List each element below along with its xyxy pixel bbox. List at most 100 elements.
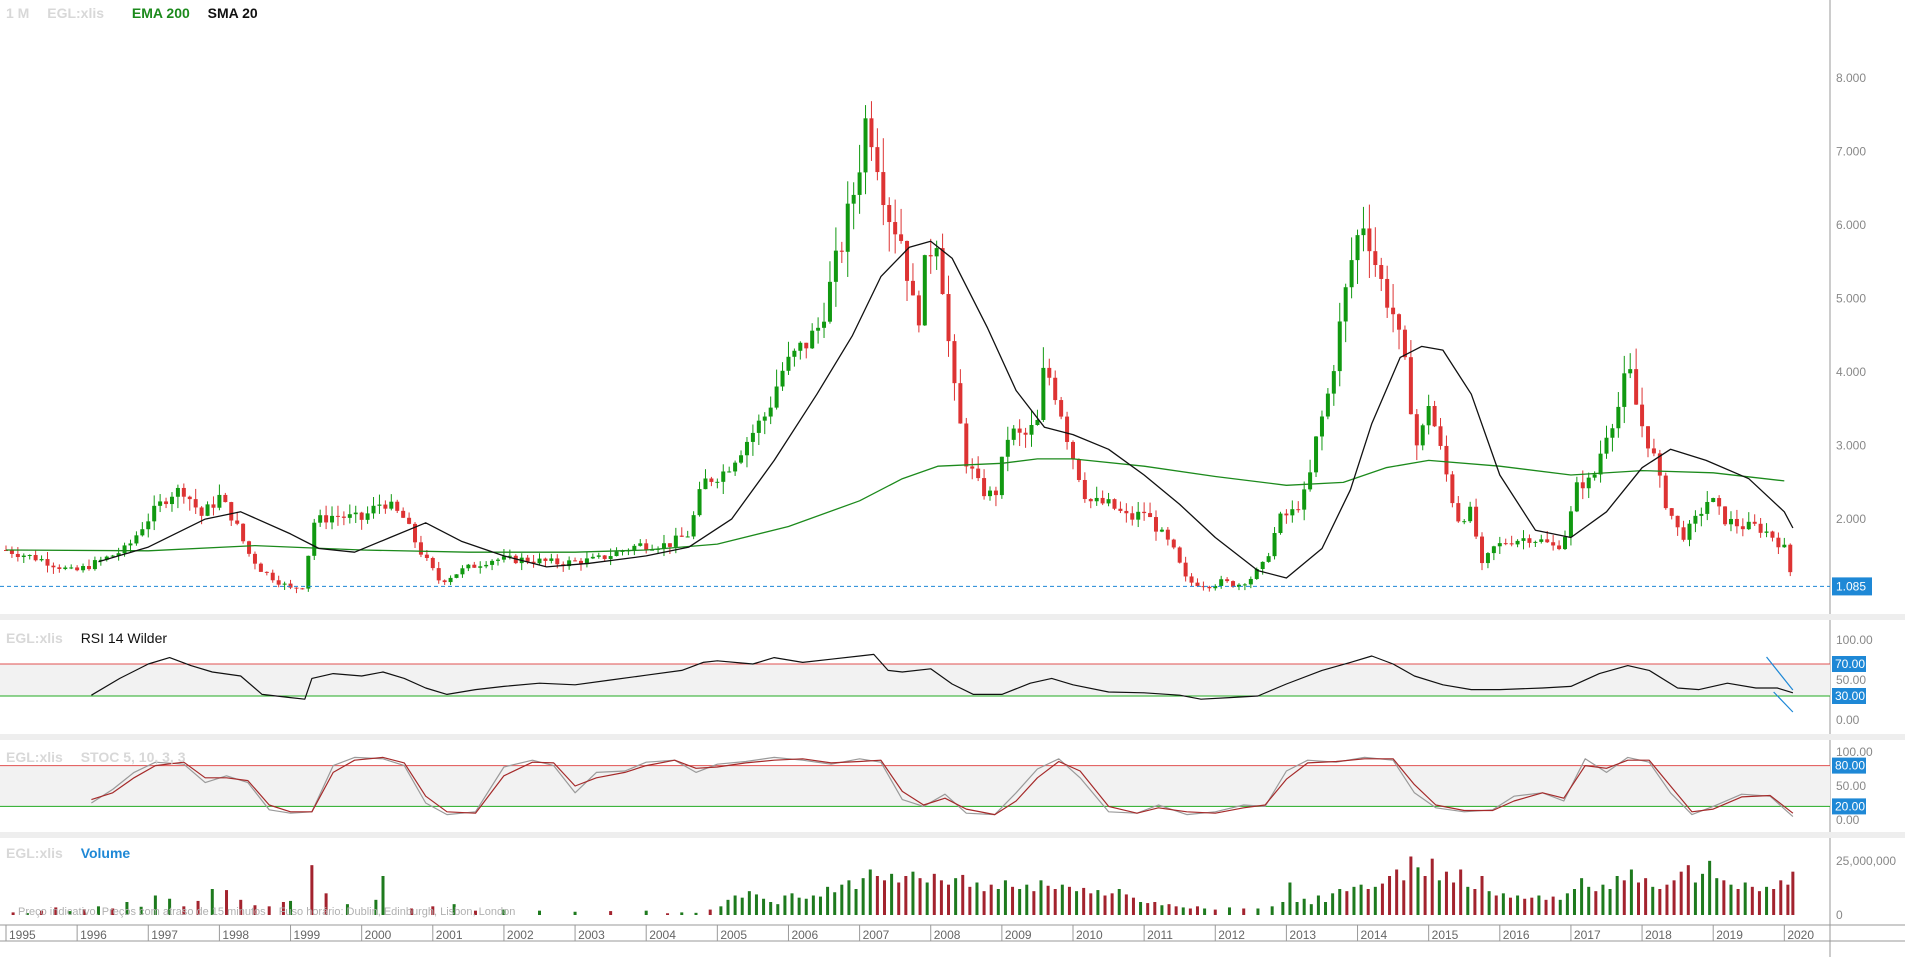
candle-body[interactable] <box>1225 579 1230 582</box>
candle-body[interactable] <box>644 543 649 550</box>
volume-bar[interactable] <box>1067 886 1071 915</box>
candle-body[interactable] <box>590 556 595 559</box>
volume-bar[interactable] <box>54 907 58 915</box>
candle-body[interactable] <box>9 550 14 554</box>
candle-body[interactable] <box>1331 371 1336 394</box>
candle-body[interactable] <box>1764 531 1769 533</box>
candle-body[interactable] <box>1302 489 1307 510</box>
candle-body[interactable] <box>247 541 252 554</box>
volume-bar[interactable] <box>1213 909 1217 915</box>
volume-bar[interactable] <box>644 910 648 915</box>
volume-bar[interactable] <box>1537 895 1541 916</box>
volume-bar[interactable] <box>1757 891 1761 915</box>
volume-bar[interactable] <box>1203 908 1207 916</box>
candle-body[interactable] <box>1533 541 1538 543</box>
volume-bar[interactable] <box>1651 886 1655 915</box>
candle-body[interactable] <box>798 342 803 351</box>
volume-bar[interactable] <box>1594 891 1598 915</box>
candle-body[interactable] <box>1634 369 1639 405</box>
candle-body[interactable] <box>318 515 323 523</box>
candle-body[interactable] <box>496 559 501 561</box>
volume-bar[interactable] <box>409 908 413 916</box>
volume-bar[interactable] <box>680 912 684 915</box>
volume-bar[interactable] <box>818 896 822 915</box>
candle-body[interactable] <box>1681 527 1686 540</box>
volume-bar[interactable] <box>968 886 972 915</box>
candle-body[interactable] <box>282 583 287 585</box>
volume-bar[interactable] <box>1679 871 1683 915</box>
candle-body[interactable] <box>15 553 20 558</box>
candle-body[interactable] <box>158 501 163 506</box>
volume-bar[interactable] <box>168 898 172 915</box>
volume-bar[interactable] <box>847 880 851 915</box>
candle-body[interactable] <box>1029 424 1034 435</box>
volume-bar[interactable] <box>932 873 936 915</box>
volume-bar[interactable] <box>239 899 243 915</box>
candle-body[interactable] <box>1491 546 1496 554</box>
candle-body[interactable] <box>952 341 957 384</box>
candle-body[interactable] <box>484 564 489 567</box>
candle-body[interactable] <box>1432 405 1437 427</box>
volume-bar[interactable] <box>196 900 200 915</box>
candle-body[interactable] <box>887 205 892 223</box>
volume-bar[interactable] <box>1345 891 1349 915</box>
sma-legend-label[interactable]: SMA 20 <box>207 5 258 21</box>
volume-bar[interactable] <box>875 876 879 915</box>
candle-body[interactable] <box>300 588 305 590</box>
candle-body[interactable] <box>608 556 613 559</box>
candle-body[interactable] <box>602 555 607 559</box>
volume-bar[interactable] <box>826 886 830 915</box>
volume-bar[interactable] <box>609 911 613 915</box>
candle-body[interactable] <box>1219 579 1224 586</box>
candle-body[interactable] <box>893 222 898 235</box>
volume-bar[interactable] <box>225 890 229 915</box>
candle-body[interactable] <box>1752 521 1757 524</box>
candle-body[interactable] <box>324 515 329 523</box>
candle-body[interactable] <box>383 504 388 509</box>
candle-body[interactable] <box>98 559 103 561</box>
candle-body[interactable] <box>424 554 429 558</box>
volume-bar[interactable] <box>40 910 44 915</box>
volume-bar[interactable] <box>1380 883 1384 915</box>
candle-body[interactable] <box>1260 561 1265 570</box>
candle-body[interactable] <box>786 356 791 371</box>
candle-body[interactable] <box>413 523 418 543</box>
candle-body[interactable] <box>1053 377 1058 401</box>
candle-body[interactable] <box>1628 369 1633 374</box>
candle-body[interactable] <box>223 494 228 503</box>
candle-body[interactable] <box>454 574 459 578</box>
volume-bar[interactable] <box>1256 908 1260 916</box>
volume-bar[interactable] <box>1188 908 1192 916</box>
candle-body[interactable] <box>1041 367 1046 420</box>
volume-bar[interactable] <box>1508 897 1512 915</box>
candle-body[interactable] <box>1325 393 1330 417</box>
candle-body[interactable] <box>993 490 998 496</box>
volume-bar[interactable] <box>1302 898 1306 915</box>
candle-body[interactable] <box>1515 540 1520 545</box>
volume-bar[interactable] <box>1295 902 1299 915</box>
candle-body[interactable] <box>1675 515 1680 528</box>
volume-bar[interactable] <box>310 865 314 915</box>
volume-bar[interactable] <box>96 906 100 915</box>
volume-bar[interactable] <box>1558 899 1562 915</box>
candle-body[interactable] <box>567 560 572 567</box>
candle-body[interactable] <box>146 521 151 530</box>
volume-bar[interactable] <box>726 899 730 915</box>
candle-body[interactable] <box>134 535 139 544</box>
candle-body[interactable] <box>1503 543 1508 545</box>
candle-body[interactable] <box>1776 537 1781 548</box>
volume-bar[interactable] <box>840 884 844 915</box>
volume-bar[interactable] <box>1032 891 1036 915</box>
volume-bar[interactable] <box>1309 904 1313 915</box>
candle-body[interactable] <box>1699 513 1704 516</box>
volume-bar[interactable] <box>975 882 979 916</box>
candle-body[interactable] <box>341 516 346 518</box>
candle-body[interactable] <box>958 383 963 424</box>
candle-body[interactable] <box>1355 235 1360 261</box>
candle-body[interactable] <box>1148 513 1153 518</box>
candle-body[interactable] <box>288 583 293 588</box>
candle-body[interactable] <box>1343 287 1348 322</box>
candle-body[interactable] <box>1349 260 1354 288</box>
volume-bar[interactable] <box>1743 882 1747 916</box>
candle-body[interactable] <box>697 489 702 516</box>
